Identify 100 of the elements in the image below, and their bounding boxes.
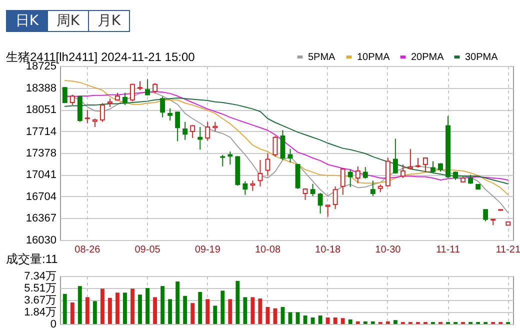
candlestick <box>182 121 188 140</box>
bar <box>303 316 308 324</box>
candlestick <box>242 180 248 196</box>
bar <box>310 317 315 324</box>
bar <box>108 298 112 324</box>
y-tick-label: 3.67万 <box>24 294 56 306</box>
candlestick <box>332 186 338 210</box>
bar <box>243 297 248 324</box>
legend-label: 20PMA <box>411 52 444 63</box>
bar <box>70 302 74 324</box>
candlestick <box>423 156 428 173</box>
candlestick <box>250 180 256 192</box>
candlestick <box>355 166 360 184</box>
candlestick <box>152 82 158 94</box>
bar <box>92 301 97 324</box>
candlestick <box>288 148 293 164</box>
bar <box>206 299 210 324</box>
bar <box>228 299 232 324</box>
bar <box>146 288 150 324</box>
candlestick <box>400 164 406 179</box>
y-tick-label: 17378 <box>26 147 56 160</box>
bar <box>236 280 240 324</box>
tab-button: 月K <box>88 10 130 32</box>
bar <box>250 297 255 324</box>
bar <box>62 294 67 324</box>
bar <box>100 288 104 324</box>
bar <box>318 316 322 324</box>
y-tick-label: 7.34万 <box>24 270 56 282</box>
candlestick <box>205 121 210 142</box>
bar <box>348 319 352 324</box>
candlestick <box>100 102 105 122</box>
bar <box>153 297 158 324</box>
y-tick-label: 18725 <box>26 60 56 72</box>
candlestick <box>408 148 413 169</box>
candlestick <box>318 192 323 214</box>
x-tick-label: 11-11 <box>436 244 460 256</box>
bar <box>288 312 292 324</box>
bar <box>340 318 345 324</box>
bar <box>160 286 165 324</box>
y-tick-label: 16367 <box>26 212 56 225</box>
bar <box>130 288 134 324</box>
candlestick <box>483 209 488 222</box>
candlestick <box>160 96 166 118</box>
legend-label: 30PMA <box>465 52 498 63</box>
tab-button: 日K <box>6 10 48 32</box>
bar <box>213 306 218 324</box>
candlestick <box>362 166 368 180</box>
bar <box>138 294 142 324</box>
chart-title: 成交量:11 <box>6 252 58 266</box>
bar <box>356 321 360 324</box>
bar <box>168 299 172 324</box>
x-tick-label: 08-26 <box>74 244 101 256</box>
candlestick <box>258 159 263 187</box>
x-tick-label: 10-08 <box>254 244 281 256</box>
bar <box>326 317 330 324</box>
bar <box>198 292 202 324</box>
y-tick-label: 0 <box>50 318 56 330</box>
y-tick-label: 16030 <box>26 234 56 246</box>
candlestick <box>228 151 233 165</box>
candlestick <box>325 204 330 218</box>
x-tick-label: 10-18 <box>315 244 342 256</box>
candlestick <box>468 174 474 184</box>
bar <box>78 286 82 324</box>
bar <box>370 321 375 324</box>
y-tick-label: 16704 <box>26 190 56 203</box>
tab-button: 周K <box>47 10 89 32</box>
candlestick <box>212 121 218 132</box>
candlestick <box>130 83 135 102</box>
bar <box>123 292 127 324</box>
candlestick <box>340 168 346 196</box>
candlestick <box>122 92 128 106</box>
bar <box>116 292 120 324</box>
y-tick-label: 5.51万 <box>24 282 56 294</box>
candlestick <box>77 96 82 122</box>
candlestick <box>370 180 376 197</box>
x-tick-label: 10-30 <box>375 244 402 256</box>
y-tick-label: 17041 <box>26 169 56 182</box>
x-tick-label: 09-19 <box>194 244 221 256</box>
y-tick-label: 18388 <box>26 82 56 94</box>
candlestick <box>84 110 90 124</box>
candlestick <box>168 108 173 122</box>
x-tick-label: 09-05 <box>134 244 161 256</box>
candlestick <box>145 78 150 96</box>
y-tick-label: 18051 <box>26 104 56 116</box>
candlestick <box>70 94 75 106</box>
bar <box>220 290 225 324</box>
bar <box>333 317 338 324</box>
candlestick <box>392 138 398 174</box>
legend-label: 10PMA <box>357 52 390 63</box>
bar <box>266 306 270 324</box>
legend-label: 5PMA <box>308 52 336 63</box>
bar <box>183 296 188 324</box>
bar <box>85 297 90 324</box>
candlestick <box>198 126 203 150</box>
candlestick <box>175 111 180 142</box>
candlestick <box>280 130 286 160</box>
x-tick-label: 11-21 <box>496 244 520 256</box>
candlestick <box>415 158 420 168</box>
line-series <box>64 80 509 196</box>
bar <box>176 281 180 324</box>
